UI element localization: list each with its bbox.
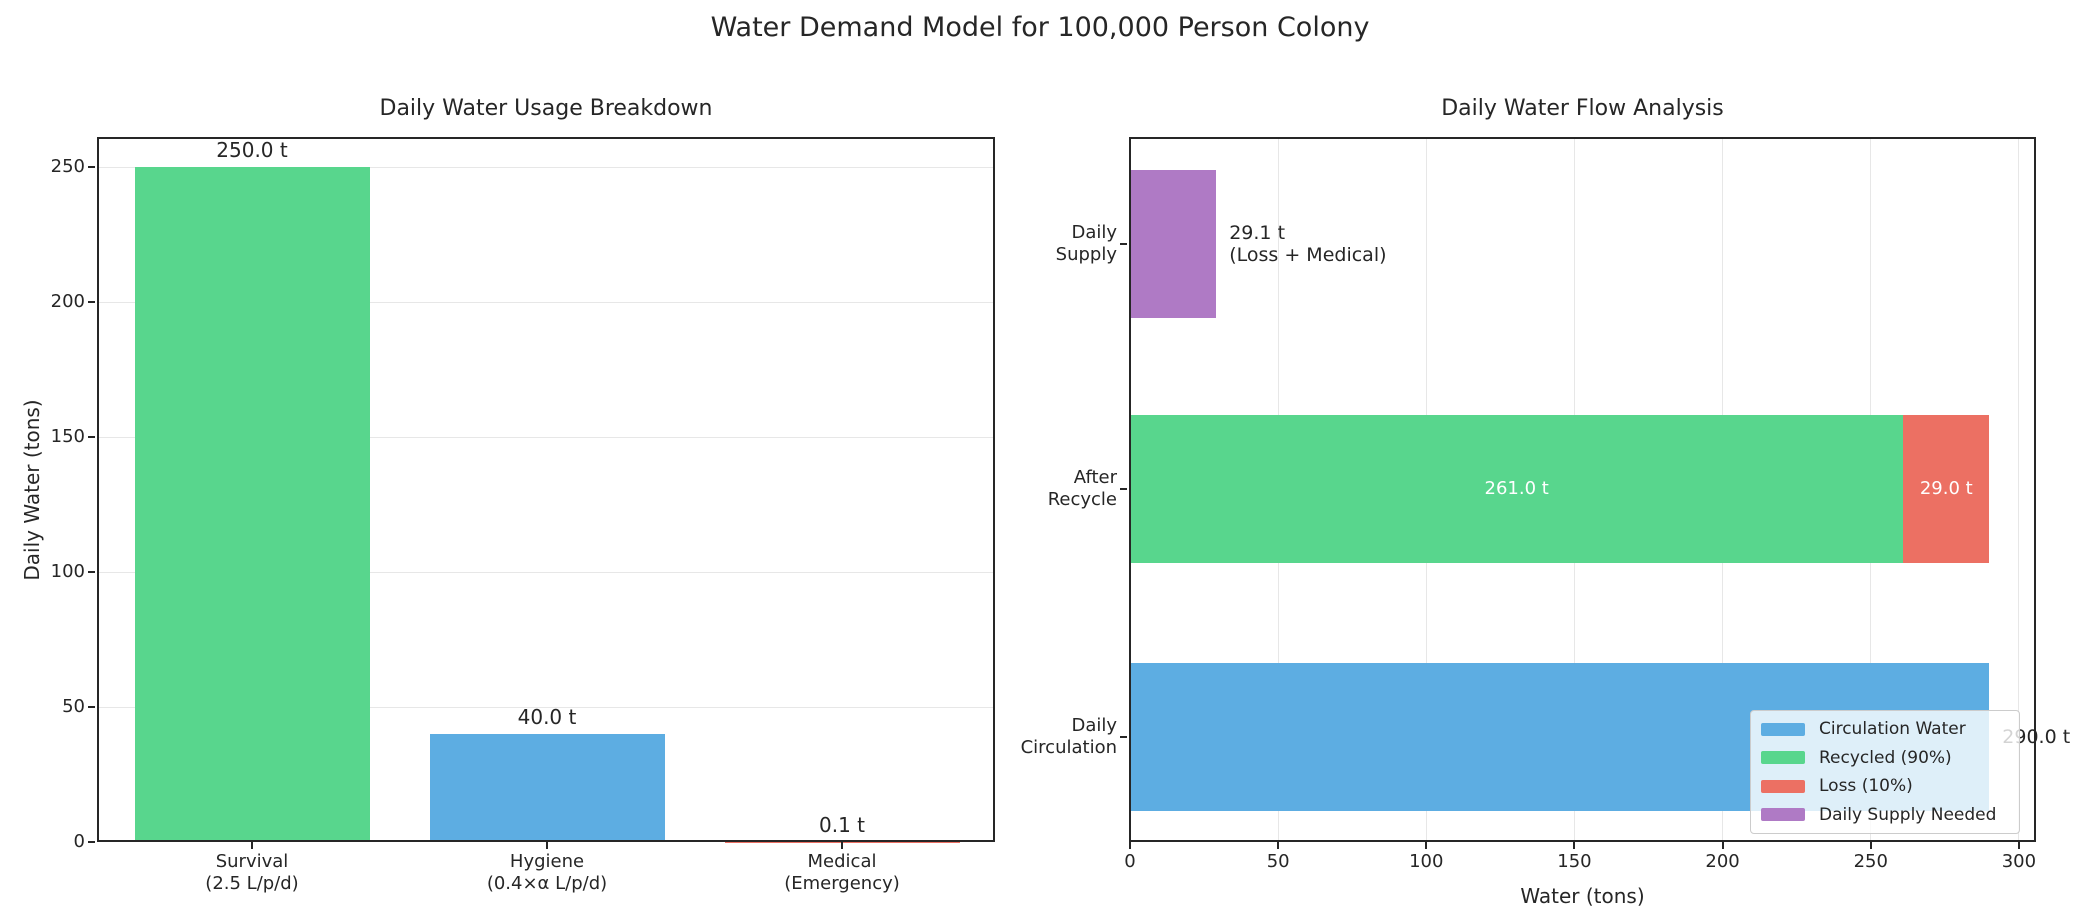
usage-x-tick-label: Hygiene (0.4×α L/p/d) xyxy=(486,851,608,894)
flow-y-tick-mark xyxy=(1120,243,1127,245)
legend: Circulation Water Recycled (90%) Loss (10%… xyxy=(1750,710,2020,834)
usage-gridline xyxy=(97,571,995,573)
flow-y-tick-mark xyxy=(1120,488,1127,490)
flow-x-tick-mark xyxy=(1277,842,1280,849)
usage-y-tick-mark xyxy=(88,706,95,708)
usage-bar-0 xyxy=(134,167,370,842)
flow-bar-segment xyxy=(1130,170,1217,318)
legend-item: Loss (10%) xyxy=(1761,772,2009,800)
usage-y-tick-mark xyxy=(88,571,95,573)
usage-bar-value-label: 40.0 t xyxy=(517,705,577,729)
usage-gridline xyxy=(97,706,995,708)
flow-x-tick-mark xyxy=(1721,842,1724,849)
usage-y-tick-label: 100 xyxy=(50,561,85,582)
legend-item-label: Daily Supply Needed xyxy=(1819,804,1997,825)
usage-x-tick-mark xyxy=(251,842,253,849)
legend-item: Circulation Water xyxy=(1761,715,2009,743)
flow-x-tick-label: 50 xyxy=(1266,851,1290,872)
flow-bar-annotation: 29.1 t (Loss + Medical) xyxy=(1229,222,1387,266)
flow-x-tick-label: 300 xyxy=(2001,851,2037,872)
flow-x-axis-label: Water (tons) xyxy=(1520,884,1645,908)
usage-y-tick-label: 0 xyxy=(73,831,85,852)
flow-segment-label: 261.0 t xyxy=(1484,478,1549,499)
flow-y-tick-label: Daily Circulation xyxy=(1020,715,1117,758)
usage-gridline xyxy=(97,166,995,168)
usage-x-tick-label: Medical (Emergency) xyxy=(784,851,900,894)
legend-item-label: Loss (10%) xyxy=(1819,776,1913,797)
usage-y-tick-mark xyxy=(88,301,95,303)
usage-y-tick-mark xyxy=(88,436,95,438)
legend-swatch xyxy=(1761,779,1805,793)
flow-y-tick-label: After Recycle xyxy=(1047,467,1117,510)
flow-chart-title: Daily Water Flow Analysis xyxy=(1441,96,1724,121)
flow-x-tick-label: 200 xyxy=(1705,851,1740,872)
flow-x-tick-label: 150 xyxy=(1557,851,1592,872)
flow-y-tick-mark xyxy=(1120,736,1127,738)
flow-y-tick-label: Daily Supply xyxy=(1055,222,1117,265)
usage-y-tick-label: 250 xyxy=(50,156,85,177)
legend-swatch xyxy=(1761,751,1805,765)
usage-y-tick-label: 150 xyxy=(50,426,85,447)
usage-chart-title: Daily Water Usage Breakdown xyxy=(379,96,713,121)
flow-x-tick-mark xyxy=(1869,842,1872,849)
flow-x-tick-mark xyxy=(1425,842,1428,849)
usage-gridline xyxy=(97,301,995,303)
flow-x-tick-label: 0 xyxy=(1124,851,1136,872)
usage-x-tick-mark xyxy=(841,842,843,849)
flow-x-tick-label: 250 xyxy=(1853,851,1888,872)
legend-item-label: Recycled (90%) xyxy=(1819,747,1952,768)
usage-bar-value-label: 250.0 t xyxy=(216,138,288,162)
usage-plot-area: 0 50 100 150 200 250 250.0 t Survival (2.5 L/p/… xyxy=(51,137,995,894)
flow-segment-label: 29.0 t xyxy=(1919,478,1973,499)
flow-bar-segment xyxy=(1903,415,1990,563)
legend-swatch xyxy=(1761,808,1805,822)
usage-y-tick-label: 50 xyxy=(62,696,85,717)
flow-bar-segment xyxy=(1130,415,1904,563)
usage-y-tick-mark xyxy=(88,841,95,843)
usage-y-tick-mark xyxy=(88,166,95,168)
usage-bar-value-label: 0.1 t xyxy=(818,812,865,837)
flow-x-tick-mark xyxy=(1573,842,1576,849)
flow-x-tick-mark xyxy=(2017,842,2020,849)
legend-item: Daily Supply Needed xyxy=(1761,801,2009,829)
figure-title: Water Demand Model for 100,000 Person Co… xyxy=(710,12,1370,43)
usage-y-tick-label: 200 xyxy=(50,291,85,312)
legend-swatch xyxy=(1761,722,1805,736)
usage-gridline xyxy=(97,436,995,438)
usage-bar-1 xyxy=(429,734,665,842)
flow-gridline xyxy=(2018,137,2020,842)
legend-item: Recycled (90%) xyxy=(1761,744,2009,772)
usage-x-tick-mark xyxy=(546,842,548,849)
usage-x-tick-label: Survival (2.5 L/p/d) xyxy=(205,851,299,894)
flow-x-tick-label: 100 xyxy=(1409,851,1444,872)
legend-item-label: Circulation Water xyxy=(1819,719,1966,740)
flow-x-tick-mark xyxy=(1129,842,1131,849)
